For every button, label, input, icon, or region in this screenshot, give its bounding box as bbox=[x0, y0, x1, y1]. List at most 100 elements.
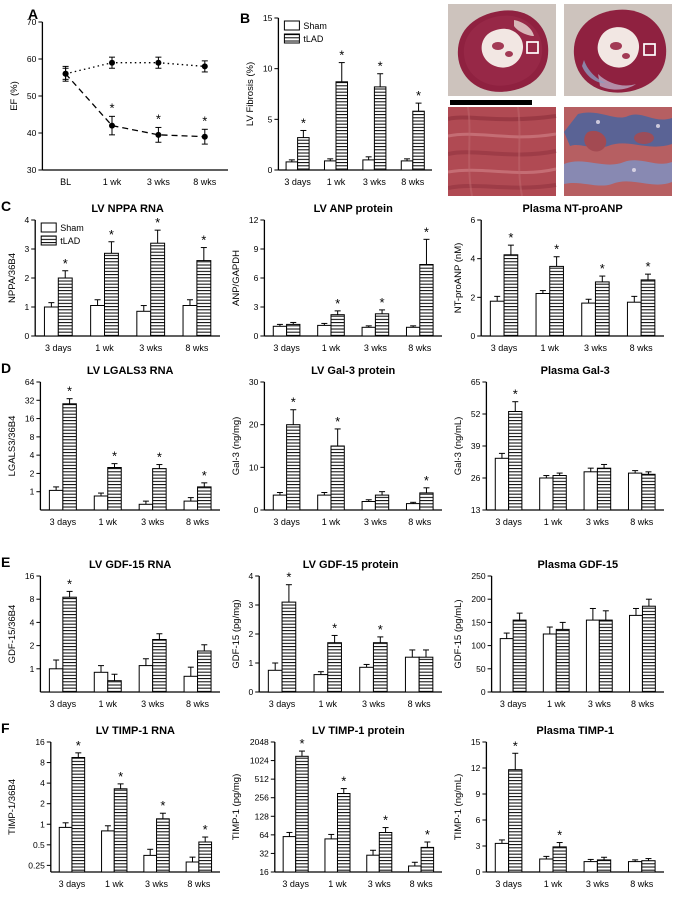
trichrome-zoom-right bbox=[564, 107, 672, 196]
svg-text:1 wk: 1 wk bbox=[98, 699, 117, 709]
svg-text:70: 70 bbox=[27, 17, 37, 27]
svg-text:3: 3 bbox=[476, 841, 481, 851]
svg-text:*: * bbox=[202, 468, 207, 483]
histology-panel bbox=[447, 4, 672, 197]
svg-text:*: * bbox=[286, 570, 291, 585]
svg-text:250: 250 bbox=[471, 571, 485, 581]
svg-text:*: * bbox=[600, 261, 605, 276]
svg-text:*: * bbox=[378, 622, 383, 637]
svg-text:3 wks: 3 wks bbox=[364, 517, 388, 527]
chart-lv-gdf15-rna: 1 2 4 8 16 LV GDF-15 RNA GDF-15/36B4 3 days 1 wk… bbox=[6, 556, 228, 714]
svg-text:3 days: 3 days bbox=[273, 517, 300, 527]
svg-text:3 wks: 3 wks bbox=[368, 879, 392, 889]
svg-text:1 wk: 1 wk bbox=[540, 343, 559, 353]
svg-text:*: * bbox=[112, 449, 117, 464]
svg-text:*: * bbox=[378, 59, 383, 74]
chart-lv-timp1-protein: 16 32 64 128 256 512 1024 2048 LV TIMP-1 protein… bbox=[230, 722, 450, 894]
svg-text:8: 8 bbox=[30, 594, 35, 604]
svg-text:4: 4 bbox=[30, 450, 35, 460]
svg-text:NPPA/36B4: NPPA/36B4 bbox=[7, 253, 18, 303]
svg-text:2048: 2048 bbox=[250, 737, 269, 747]
svg-text:3 days: 3 days bbox=[500, 699, 527, 709]
svg-text:60: 60 bbox=[27, 54, 37, 64]
svg-text:512: 512 bbox=[255, 774, 269, 784]
svg-text:3 days: 3 days bbox=[495, 879, 522, 889]
svg-text:8 wks: 8 wks bbox=[187, 879, 211, 889]
svg-text:*: * bbox=[301, 115, 306, 130]
svg-text:8 wks: 8 wks bbox=[410, 879, 434, 889]
svg-text:3 wks: 3 wks bbox=[145, 879, 169, 889]
svg-text:LV Gal-3 protein: LV Gal-3 protein bbox=[311, 365, 395, 377]
svg-text:1 wk: 1 wk bbox=[98, 517, 117, 527]
svg-text:*: * bbox=[155, 215, 160, 230]
svg-text:*: * bbox=[299, 736, 304, 751]
svg-text:LV LGALS3 RNA: LV LGALS3 RNA bbox=[87, 365, 174, 377]
chart-ef-timecourse: 30 40 50 60 70 EF (%) BL 1 wk 3 wks 8 wks * * * bbox=[8, 12, 236, 192]
svg-text:tLAD: tLAD bbox=[60, 236, 81, 246]
svg-text:Sham: Sham bbox=[303, 21, 327, 31]
svg-text:GDF-15 (pg/mL): GDF-15 (pg/mL) bbox=[453, 599, 464, 668]
svg-text:tLAD: tLAD bbox=[303, 34, 324, 44]
svg-text:1 wk: 1 wk bbox=[105, 879, 124, 889]
svg-text:*: * bbox=[203, 822, 208, 837]
svg-text:0: 0 bbox=[254, 505, 259, 515]
trichrome-zoom-left bbox=[447, 106, 557, 197]
svg-text:8 wks: 8 wks bbox=[186, 699, 210, 709]
svg-text:1 wk: 1 wk bbox=[544, 879, 563, 889]
svg-text:200: 200 bbox=[471, 594, 485, 604]
svg-text:4: 4 bbox=[470, 254, 475, 264]
svg-text:LV ANP protein: LV ANP protein bbox=[314, 203, 394, 215]
svg-text:*: * bbox=[557, 828, 562, 843]
scale-bar bbox=[450, 100, 532, 105]
svg-text:6: 6 bbox=[476, 815, 481, 825]
svg-text:ANP/GAPDH: ANP/GAPDH bbox=[231, 250, 242, 306]
svg-text:3 wks: 3 wks bbox=[586, 517, 610, 527]
svg-text:*: * bbox=[202, 113, 207, 128]
svg-text:1: 1 bbox=[30, 664, 35, 674]
svg-text:LV TIMP-1 RNA: LV TIMP-1 RNA bbox=[96, 725, 175, 737]
svg-text:3 wks: 3 wks bbox=[363, 177, 387, 187]
svg-text:1024: 1024 bbox=[250, 756, 269, 766]
svg-text:8 wks: 8 wks bbox=[193, 177, 217, 187]
svg-text:*: * bbox=[554, 242, 559, 257]
svg-text:*: * bbox=[383, 813, 388, 828]
svg-text:50: 50 bbox=[476, 664, 486, 674]
svg-text:*: * bbox=[416, 88, 421, 103]
svg-text:0: 0 bbox=[268, 165, 273, 175]
svg-text:3 wks: 3 wks bbox=[141, 517, 165, 527]
svg-text:Plasma TIMP-1: Plasma TIMP-1 bbox=[536, 725, 614, 737]
panel-label-a: A bbox=[28, 6, 39, 22]
svg-text:3 days: 3 days bbox=[284, 177, 311, 187]
svg-text:Sham: Sham bbox=[60, 223, 84, 233]
svg-text:TIMP-1/36B4: TIMP-1/36B4 bbox=[7, 779, 18, 835]
svg-text:*: * bbox=[157, 450, 162, 465]
panel-label-e: E bbox=[1, 554, 11, 570]
svg-text:3 wks: 3 wks bbox=[584, 343, 608, 353]
svg-text:10: 10 bbox=[263, 64, 273, 74]
svg-text:EF (%): EF (%) bbox=[9, 81, 20, 111]
svg-text:8 wks: 8 wks bbox=[408, 699, 432, 709]
svg-text:3 wks: 3 wks bbox=[588, 699, 612, 709]
svg-text:*: * bbox=[332, 620, 337, 635]
svg-text:1: 1 bbox=[248, 658, 253, 668]
svg-text:1: 1 bbox=[30, 487, 35, 497]
svg-text:3 days: 3 days bbox=[495, 517, 522, 527]
svg-text:1 wk: 1 wk bbox=[328, 879, 347, 889]
svg-text:40: 40 bbox=[27, 128, 37, 138]
svg-text:1 wk: 1 wk bbox=[322, 517, 341, 527]
svg-text:*: * bbox=[513, 387, 518, 402]
svg-text:2: 2 bbox=[30, 641, 35, 651]
svg-text:Gal-3 (ng/mg): Gal-3 (ng/mg) bbox=[231, 417, 242, 476]
svg-text:*: * bbox=[67, 384, 72, 399]
svg-text:2: 2 bbox=[248, 629, 253, 639]
svg-text:20: 20 bbox=[249, 420, 259, 430]
inset-box-right bbox=[643, 43, 656, 56]
svg-text:15: 15 bbox=[263, 13, 273, 23]
svg-text:0.5: 0.5 bbox=[33, 840, 45, 850]
svg-text:4: 4 bbox=[40, 778, 45, 788]
chart-lv-gal3-protein: 0 10 20 30 LV Gal-3 protein Gal-3 (ng/mg) 3 da… bbox=[230, 362, 450, 532]
svg-text:6: 6 bbox=[254, 273, 259, 283]
svg-text:26: 26 bbox=[471, 473, 481, 483]
svg-text:*: * bbox=[201, 233, 206, 248]
svg-text:0: 0 bbox=[248, 687, 253, 697]
